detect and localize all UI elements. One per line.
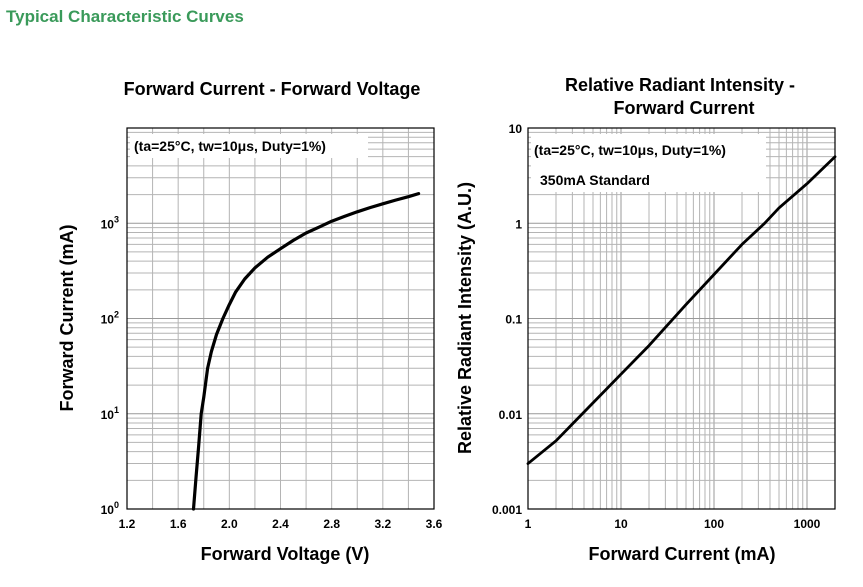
chart1-y-tick-label: 103: [101, 214, 119, 231]
chart2-x-ticks: 1 10 100 1000: [525, 517, 821, 531]
chart1-plot-frame: [126, 127, 435, 510]
chart1-y-tick-label: 100: [101, 500, 119, 517]
chart1-y-ticks: 100 101 102 103: [101, 214, 119, 517]
chart2-x-tick-label: 100: [704, 517, 724, 531]
chart-forward-current-voltage: Forward Current - Forward Voltage (ta=25…: [57, 79, 443, 564]
chart1-x-tick-label: 3.6: [426, 517, 443, 531]
chart2-annotation-standard: 350mA Standard: [540, 172, 650, 188]
chart1-x-tick-label: 1.2: [119, 517, 136, 531]
chart2-x-tick-label: 1: [525, 517, 532, 531]
chart2-x-tick-label: 10: [614, 517, 628, 531]
chart2-y-ticks: 0.001 0.01 0.1 1 10: [492, 122, 522, 517]
chart1-title: Forward Current - Forward Voltage: [124, 79, 421, 99]
chart-radiant-intensity-current: Relative Radiant Intensity - Forward Cur…: [455, 75, 837, 564]
chart2-annotation: (ta=25°C, tw=10μs, Duty=1%): [534, 142, 726, 158]
chart1-y-tick-label: 101: [101, 405, 119, 422]
chart2-y-axis-label: Relative Radiant Intensity (A.U.): [455, 182, 475, 454]
chart1-y-axis-label: Forward Current (mA): [57, 224, 77, 411]
chart1-series-line: [191, 192, 421, 511]
chart1-x-tick-label: 3.2: [374, 517, 391, 531]
chart2-title-line2: Forward Current: [613, 98, 754, 118]
chart1-x-ticks: 1.2 1.6 2.0 2.4 2.8 3.2 3.6: [119, 517, 443, 531]
chart1-grid: [126, 128, 435, 510]
chart2-y-tick-label: 10: [509, 122, 523, 136]
page-title: Typical Characteristic Curves: [6, 7, 244, 26]
chart2-x-tick-label: 1000: [794, 517, 821, 531]
chart1-annotation: (ta=25°C, tw=10μs, Duty=1%): [134, 138, 326, 154]
chart2-y-tick-label: 0.001: [492, 503, 522, 517]
chart1-x-tick-label: 1.6: [170, 517, 187, 531]
chart2-y-tick-label: 1: [515, 217, 522, 231]
chart1-y-tick-label: 102: [101, 310, 119, 327]
chart2-y-tick-label: 0.1: [505, 313, 522, 327]
chart1-x-tick-label: 2.0: [221, 517, 238, 531]
chart2-title-line1: Relative Radiant Intensity -: [565, 75, 795, 95]
chart1-x-tick-label: 2.8: [323, 517, 340, 531]
chart2-x-axis-label: Forward Current (mA): [588, 544, 775, 564]
chart1-x-axis-label: Forward Voltage (V): [201, 544, 370, 564]
chart1-annotation-box: [130, 134, 368, 158]
chart2-series-line: [526, 155, 837, 465]
chart2-annotation-box: [531, 134, 766, 192]
chart2-y-tick-label: 0.01: [499, 408, 523, 422]
chart1-x-tick-label: 2.4: [272, 517, 289, 531]
chart2-plot-frame: [527, 127, 836, 510]
